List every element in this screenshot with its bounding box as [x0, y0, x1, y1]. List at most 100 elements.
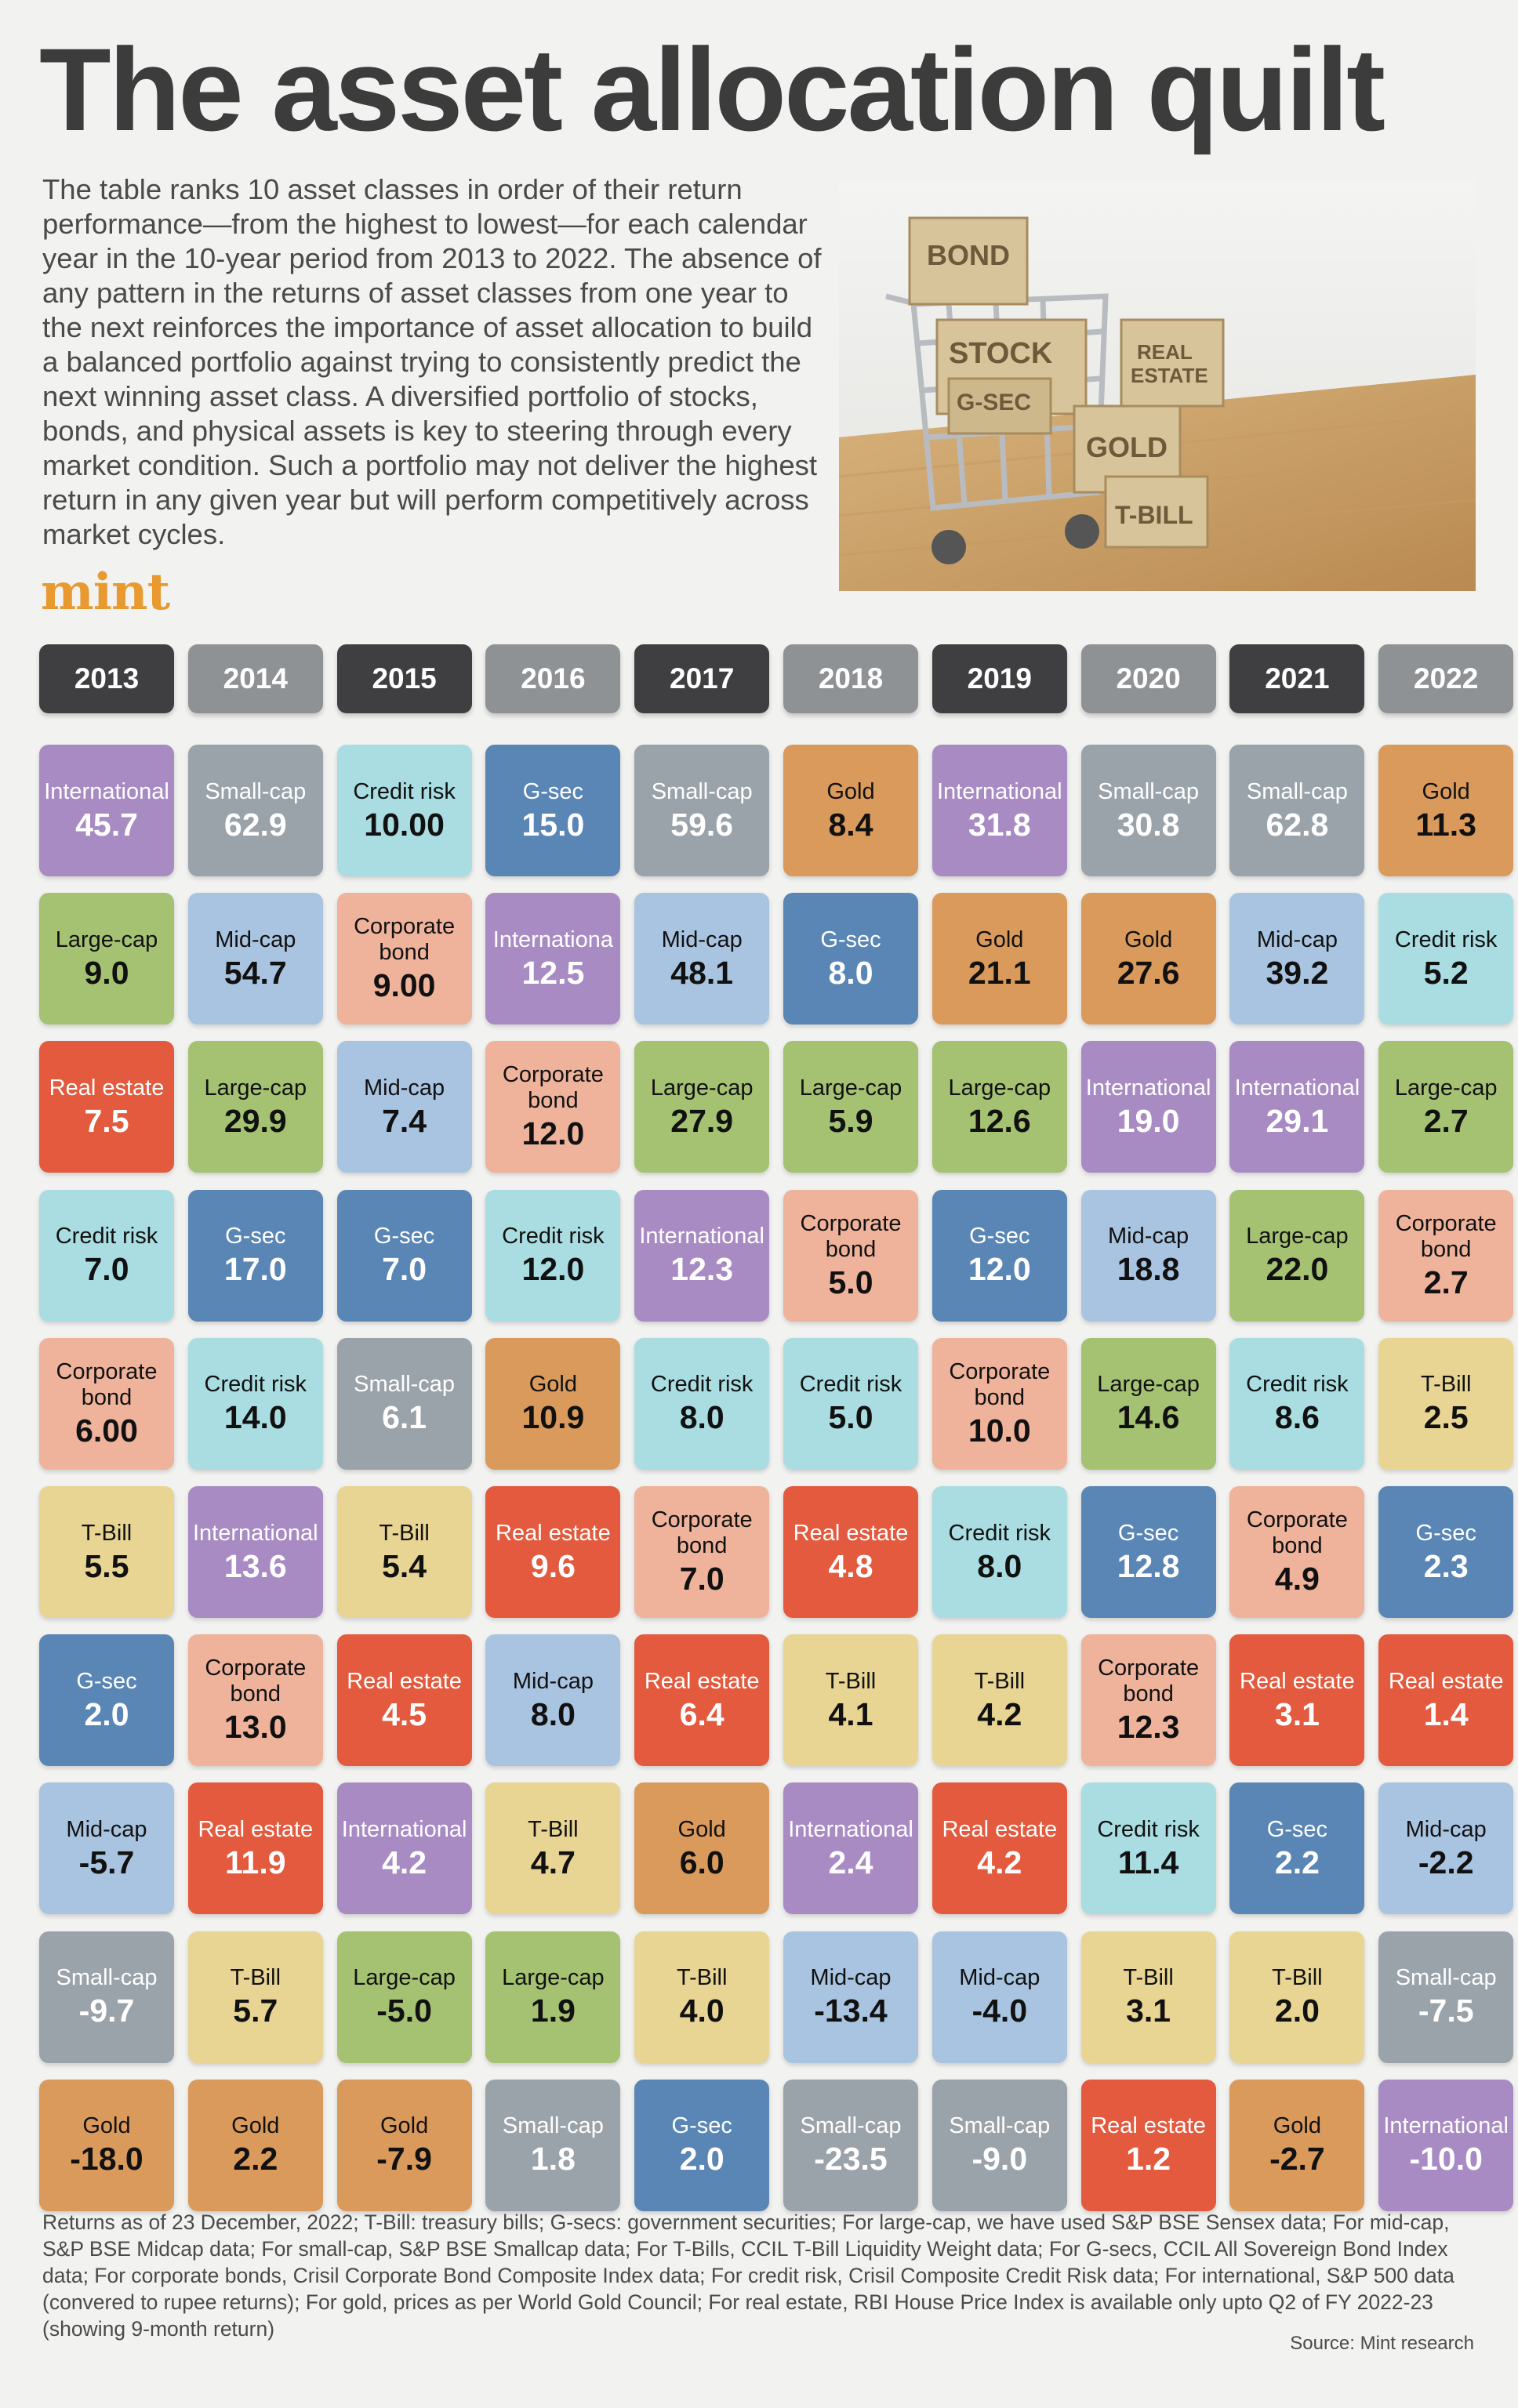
return-value: 4.2 — [382, 1844, 427, 1880]
return-value: 10.9 — [521, 1399, 585, 1436]
return-value: 3.1 — [1274, 1695, 1320, 1732]
return-value: 2.2 — [233, 2141, 278, 2178]
quilt-cell: Corporate bond 12.0 — [485, 1041, 621, 1173]
asset-label: Real estate — [644, 1668, 760, 1694]
return-value: 12.6 — [968, 1102, 1031, 1139]
return-value: 45.7 — [75, 806, 138, 843]
return-value: 29.9 — [223, 1102, 287, 1139]
asset-label: G-sec — [373, 1224, 435, 1249]
quilt-cell: International 45.7 — [39, 745, 174, 876]
return-value: -18.0 — [70, 2141, 143, 2178]
asset-label: Gold — [380, 2113, 429, 2139]
return-value: 1.4 — [1423, 1695, 1469, 1732]
return-value: 7.0 — [679, 1561, 724, 1597]
asset-label: Credit risk — [502, 1224, 605, 1249]
return-value: 62.8 — [1266, 806, 1329, 843]
return-value: 13.6 — [223, 1547, 287, 1584]
quilt-cell: Mid-cap 54.7 — [187, 893, 323, 1025]
quilt-cell: Gold 10.9 — [485, 1337, 621, 1470]
quilt-cell: Real estate 7.5 — [39, 1041, 174, 1173]
quilt-cell: Mid-cap -2.2 — [1378, 1782, 1514, 1915]
quilt-cell: T-Bill 4.2 — [932, 1634, 1067, 1767]
asset-quilt-table: 2013 International 45.7 Large-cap 9.0 Real es… — [39, 644, 1514, 2211]
quilt-cell: Gold -18.0 — [39, 2079, 174, 2211]
asset-label: Mid-cap — [959, 1965, 1040, 1991]
year-header-2018: 2018 — [783, 644, 918, 713]
quilt-cell: Small-cap 30.8 — [1080, 745, 1216, 876]
asset-label: T-Bill — [1420, 1372, 1472, 1398]
return-value: 18.8 — [1117, 1251, 1180, 1288]
return-value: 6.4 — [679, 1695, 724, 1732]
quilt-cell: Small-cap 6.1 — [336, 1337, 472, 1470]
quilt-cell: T-Bill 5.7 — [187, 1931, 323, 2063]
asset-label: International — [788, 1816, 913, 1842]
return-value: 9.0 — [84, 954, 129, 991]
asset-label: Corporate bond — [56, 1358, 158, 1410]
asset-label: Real estate — [942, 1816, 1058, 1842]
quilt-cell: T-Bill 2.5 — [1378, 1337, 1514, 1470]
return-value: 5.7 — [233, 1993, 278, 2029]
asset-label: Large-cap — [799, 1075, 902, 1101]
return-value: -9.0 — [971, 2141, 1028, 2178]
quilt-cell: Small-cap 1.8 — [485, 2079, 621, 2211]
asset-label: Real estate — [793, 1520, 909, 1546]
return-value: 3.1 — [1126, 1993, 1171, 2029]
return-value: 2.0 — [1274, 1993, 1320, 2029]
quilt-cell: Small-cap -23.5 — [783, 2079, 918, 2211]
return-value: 30.8 — [1117, 806, 1180, 843]
return-value: 2.0 — [84, 1695, 129, 1732]
quilt-cell: G-sec 2.0 — [634, 2079, 770, 2211]
asset-label: Mid-cap — [215, 927, 296, 952]
quilt-cell: Real estate 3.1 — [1229, 1634, 1365, 1767]
return-value: 5.0 — [828, 1399, 873, 1436]
quilt-cell: Large-cap 9.0 — [39, 893, 174, 1025]
quilt-cell: Large-cap -5.0 — [336, 1931, 472, 2063]
asset-label: G-sec — [820, 927, 881, 952]
quilt-cell: Small-cap 59.6 — [634, 745, 770, 876]
quilt-cell: Credit risk 14.0 — [187, 1337, 323, 1470]
quilt-cell: Credit risk 8.6 — [1229, 1337, 1365, 1470]
quilt-cell: Mid-cap 48.1 — [634, 893, 770, 1025]
quilt-cell: T-Bill 4.0 — [634, 1931, 770, 2063]
asset-label: Large-cap — [55, 927, 158, 952]
return-value: 12.3 — [1117, 1709, 1180, 1746]
quilt-cell: Corporate bond 10.0 — [932, 1337, 1067, 1470]
asset-label: Mid-cap — [810, 1965, 892, 1991]
return-value: 7.0 — [382, 1251, 427, 1288]
return-value: -4.0 — [971, 1993, 1028, 2029]
return-value: 10.00 — [364, 806, 445, 843]
quilt-cell: Gold -7.9 — [336, 2079, 472, 2211]
asset-label: Small-cap — [205, 778, 307, 804]
return-value: 12.0 — [521, 1251, 585, 1288]
asset-label: Internationa — [492, 927, 613, 952]
return-value: -23.5 — [814, 2141, 888, 2178]
return-value: 4.2 — [977, 1695, 1022, 1732]
quilt-cell: Gold 6.0 — [634, 1782, 770, 1915]
asset-label: Large-cap — [650, 1075, 754, 1101]
quilt-cell: Large-cap 29.9 — [187, 1041, 323, 1173]
quilt-cell: G-sec 15.0 — [485, 745, 621, 876]
asset-label: Credit risk — [1394, 927, 1498, 952]
asset-label: Mid-cap — [1108, 1224, 1189, 1249]
quilt-cell: T-Bill 2.0 — [1229, 1931, 1365, 2063]
quilt-cell: Gold 8.4 — [783, 745, 918, 876]
return-value: 14.6 — [1117, 1399, 1180, 1436]
asset-label: Credit risk — [650, 1372, 754, 1398]
quilt-cell: Corporate bond 4.9 — [1229, 1486, 1365, 1618]
asset-label: Credit risk — [55, 1224, 158, 1249]
quilt-cell: Credit risk 5.2 — [1378, 893, 1514, 1025]
year-header-2020: 2020 — [1080, 644, 1216, 713]
return-value: 6.1 — [382, 1399, 427, 1436]
asset-label: T-Bill — [81, 1520, 133, 1546]
return-value: 54.7 — [223, 954, 287, 991]
asset-label: Real estate — [347, 1668, 462, 1694]
asset-label: International — [1234, 1075, 1360, 1101]
asset-label: Corporate bond — [800, 1210, 902, 1262]
asset-label: G-sec — [522, 778, 584, 804]
asset-label: International — [1383, 2113, 1509, 2139]
asset-label: International — [192, 1520, 318, 1546]
asset-label: Small-cap — [502, 2113, 604, 2139]
quilt-cell: Large-cap 1.9 — [485, 1931, 621, 2063]
asset-label: G-sec — [1415, 1520, 1476, 1546]
asset-label: Corporate bond — [1098, 1656, 1200, 1707]
